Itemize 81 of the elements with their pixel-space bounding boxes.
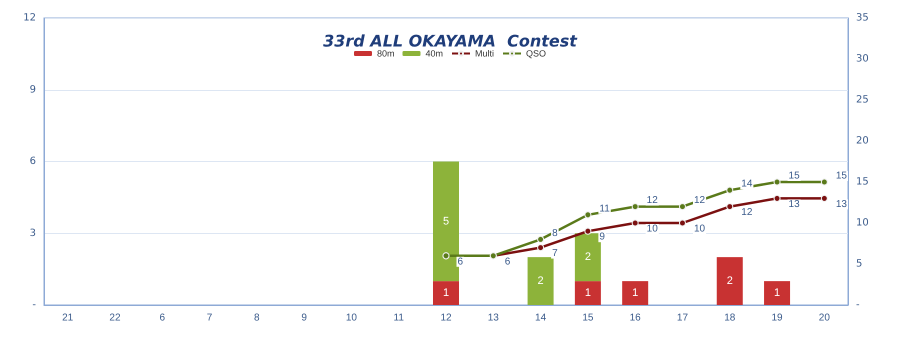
y-tick-label: -: [32, 300, 36, 310]
x-tick-label: 21: [62, 312, 74, 324]
legend-label: QSO: [526, 48, 546, 58]
point: [774, 194, 781, 202]
data-label: 12: [694, 195, 706, 206]
y-tick-label: 9: [30, 84, 36, 96]
point: [726, 203, 734, 210]
bar: [764, 281, 790, 305]
x-tick-label: 7: [206, 312, 213, 324]
data-label: 14: [741, 178, 753, 190]
data-label: 15: [836, 170, 848, 182]
y2-tick-label: 5: [856, 258, 862, 270]
y2-tick-label: 30: [856, 54, 869, 64]
legend-label: 40m: [425, 48, 444, 58]
y-tick-label: 3: [30, 228, 36, 239]
bar: [528, 257, 554, 305]
x-tick-label: 17: [676, 312, 688, 324]
y-tick-label: 6: [30, 156, 36, 167]
data-label: 12: [741, 207, 753, 218]
data-label: 10: [694, 224, 706, 234]
x-tick-label: 18: [724, 312, 736, 324]
point: [537, 236, 544, 243]
y-tick-label: 12: [23, 12, 36, 24]
data-label: 6: [504, 256, 511, 268]
x-tick-label: 11: [394, 312, 404, 324]
bar: [716, 257, 743, 305]
data-label: 11: [599, 203, 610, 214]
point: [632, 203, 639, 210]
x-tick-label: 9: [301, 312, 308, 324]
y2-tick-label: 10: [856, 218, 869, 228]
data-label: 13: [788, 198, 800, 210]
data-label: 15: [788, 170, 800, 182]
text: 33rd ALL OKAYAMA Contest: [323, 32, 578, 50]
data-label: 2: [538, 275, 544, 288]
point: [584, 228, 592, 235]
x-tick-label: 16: [630, 312, 642, 324]
bar: [432, 162, 460, 282]
data-label: 1: [584, 287, 591, 300]
point: [537, 244, 544, 252]
point: [774, 178, 781, 186]
point: [820, 178, 828, 186]
legend-label: Multi: [475, 48, 494, 58]
data-label: 8: [552, 228, 558, 239]
data-label: 10: [646, 224, 658, 234]
data-label: 1: [442, 287, 450, 300]
y2-tick-label: 25: [856, 94, 869, 106]
x-tick-label: 14: [535, 312, 547, 324]
data-label: 2: [584, 251, 591, 264]
y2-tick-label: 15: [856, 176, 869, 188]
data-label: 2: [726, 275, 733, 288]
data-label: 12: [646, 195, 658, 206]
y2-tick-label: 35: [856, 12, 869, 24]
data-label: 7: [552, 248, 558, 260]
x-tick-label: 12: [440, 312, 452, 324]
y2-tick-label: 20: [856, 136, 869, 146]
point: [632, 220, 639, 226]
point: [820, 194, 828, 202]
data-label: 9: [599, 232, 606, 243]
bar: [574, 281, 601, 305]
x-tick-label: 22: [109, 312, 121, 324]
bar: [432, 281, 460, 305]
x-tick-label: 6: [159, 312, 166, 324]
data-label: 1: [632, 287, 638, 300]
x-tick-label: 20: [818, 312, 830, 324]
point: [726, 186, 734, 194]
bar: [574, 233, 601, 282]
bar: [622, 281, 648, 305]
point: [584, 211, 592, 218]
data-label: 13: [836, 198, 848, 210]
data-label: 5: [442, 215, 450, 228]
y2-tick-label: -: [856, 300, 860, 310]
x-tick-label: 15: [582, 312, 594, 324]
x-tick-label: 13: [488, 312, 500, 324]
point: [678, 220, 686, 226]
legend-label: 80m: [376, 48, 395, 58]
data-label: 6: [458, 256, 464, 268]
x-tick-label: 10: [346, 312, 358, 324]
x-tick-label: 8: [254, 312, 260, 324]
point: [678, 203, 686, 210]
data-label: 1: [774, 287, 780, 300]
x-tick-label: 19: [771, 312, 784, 324]
